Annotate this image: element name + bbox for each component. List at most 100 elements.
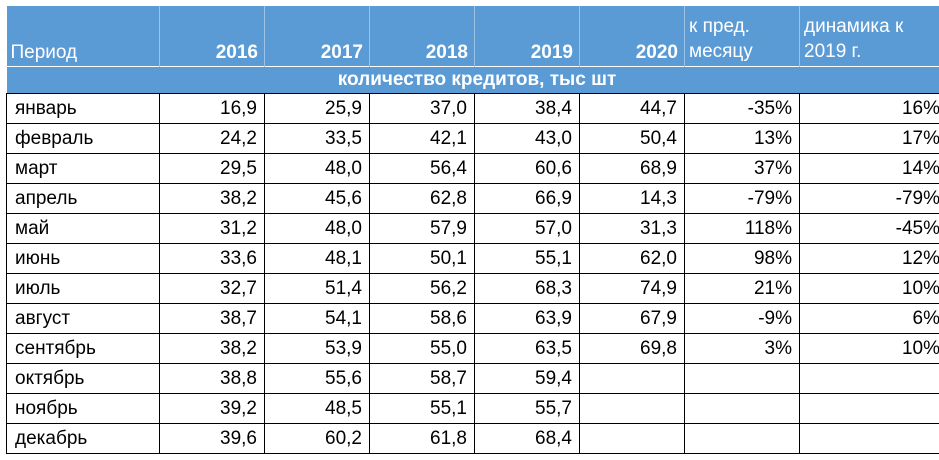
value-2020: 14,3 [579, 183, 685, 214]
header-mom-line2: месяцу [689, 41, 753, 62]
change-prev-month: 13% [684, 123, 800, 154]
value-2019: 38,4 [474, 93, 580, 124]
month-cell: январь [6, 93, 160, 124]
value-2020: 62,0 [579, 243, 685, 274]
value-2018: 50,1 [369, 243, 475, 274]
table-row: август 38,7 54,1 58,6 63,9 67,9 -9% 6% [6, 303, 939, 334]
table-row: октябрь 38,8 55,6 58,7 59,4 [6, 363, 939, 394]
header-mom-line1: к пред. [689, 16, 750, 37]
table-row: июль 32,7 51,4 56,2 68,3 74,9 21% 10% [6, 273, 939, 304]
value-2016: 31,2 [159, 213, 265, 244]
value-2019: 63,9 [474, 303, 580, 334]
change-vs-2019: -79% [799, 183, 939, 214]
change-prev-month: -79% [684, 183, 800, 214]
value-2016: 39,6 [159, 423, 265, 454]
change-vs-2019: 12% [799, 243, 939, 274]
value-2016: 39,2 [159, 393, 265, 424]
value-2019: 60,6 [474, 153, 580, 184]
change-vs-2019 [799, 423, 939, 454]
credits-table: Период 2016 2017 2018 2019 2020 к пред. м… [6, 6, 939, 454]
value-2016: 38,8 [159, 363, 265, 394]
change-prev-month: 118% [684, 213, 800, 244]
value-2017: 48,0 [264, 153, 370, 184]
month-cell: июнь [6, 243, 160, 274]
table-row: сентябрь 38,2 53,9 55,0 63,5 69,8 3% 10% [6, 333, 939, 364]
value-2017: 45,6 [264, 183, 370, 214]
value-2018: 56,4 [369, 153, 475, 184]
value-2019: 68,4 [474, 423, 580, 454]
value-2018: 58,7 [369, 363, 475, 394]
value-2016: 33,6 [159, 243, 265, 274]
value-2020 [579, 393, 685, 424]
value-2017: 48,1 [264, 243, 370, 274]
value-2020 [579, 423, 685, 454]
value-2018: 55,0 [369, 333, 475, 364]
change-prev-month [684, 363, 800, 394]
month-cell: март [6, 153, 160, 184]
value-2018: 55,1 [369, 393, 475, 424]
table-row: декабрь 39,6 60,2 61,8 68,4 [6, 423, 939, 454]
table-row: февраль 24,2 33,5 42,1 43,0 50,4 13% 17% [6, 123, 939, 154]
month-cell: октябрь [6, 363, 160, 394]
month-cell: апрель [6, 183, 160, 214]
value-2020: 44,7 [579, 93, 685, 124]
header-period: Период [6, 6, 160, 67]
value-2018: 57,9 [369, 213, 475, 244]
value-2016: 38,2 [159, 183, 265, 214]
value-2017: 55,6 [264, 363, 370, 394]
change-vs-2019 [799, 363, 939, 394]
value-2017: 33,5 [264, 123, 370, 154]
value-2019: 55,1 [474, 243, 580, 274]
value-2018: 58,6 [369, 303, 475, 334]
table-row: ноябрь 39,2 48,5 55,1 55,7 [6, 393, 939, 424]
value-2018: 61,8 [369, 423, 475, 454]
value-2020: 50,4 [579, 123, 685, 154]
value-2016: 32,7 [159, 273, 265, 304]
value-2018: 42,1 [369, 123, 475, 154]
subheader-title: количество кредитов, тыс шт [6, 66, 939, 94]
month-cell: февраль [6, 123, 160, 154]
change-vs-2019: 10% [799, 333, 939, 364]
value-2019: 59,4 [474, 363, 580, 394]
value-2019: 66,9 [474, 183, 580, 214]
table-row: январь 16,9 25,9 37,0 38,4 44,7 -35% 16% [6, 93, 939, 124]
value-2017: 48,0 [264, 213, 370, 244]
value-2020 [579, 363, 685, 394]
value-2020: 31,3 [579, 213, 685, 244]
table-row: май 31,2 48,0 57,9 57,0 31,3 118% -45% [6, 213, 939, 244]
change-prev-month [684, 393, 800, 424]
header-yoy-line1: динамика к [804, 16, 904, 37]
change-vs-2019: 6% [799, 303, 939, 334]
value-2019: 55,7 [474, 393, 580, 424]
table-body: январь 16,9 25,9 37,0 38,4 44,7 -35% 16% февраль… [6, 93, 939, 454]
value-2019: 68,3 [474, 273, 580, 304]
change-vs-2019: 14% [799, 153, 939, 184]
table-row: июнь 33,6 48,1 50,1 55,1 62,0 98% 12% [6, 243, 939, 274]
month-cell: сентябрь [6, 333, 160, 364]
change-prev-month: 98% [684, 243, 800, 274]
month-cell: декабрь [6, 423, 160, 454]
value-2019: 43,0 [474, 123, 580, 154]
value-2017: 60,2 [264, 423, 370, 454]
value-2017: 48,5 [264, 393, 370, 424]
value-2020: 67,9 [579, 303, 685, 334]
value-2017: 54,1 [264, 303, 370, 334]
value-2018: 62,8 [369, 183, 475, 214]
change-vs-2019: 10% [799, 273, 939, 304]
header-year-2020: 2020 [579, 6, 685, 67]
change-prev-month: -35% [684, 93, 800, 124]
header-year-2019: 2019 [474, 6, 580, 67]
change-vs-2019: 16% [799, 93, 939, 124]
value-2016: 24,2 [159, 123, 265, 154]
value-2017: 51,4 [264, 273, 370, 304]
change-prev-month: -9% [684, 303, 800, 334]
header-yoy-line2: 2019 г. [804, 41, 862, 62]
month-cell: ноябрь [6, 393, 160, 424]
value-2019: 63,5 [474, 333, 580, 364]
value-2016: 16,9 [159, 93, 265, 124]
change-prev-month: 21% [684, 273, 800, 304]
header-year-2016: 2016 [159, 6, 265, 67]
table-row: март 29,5 48,0 56,4 60,6 68,9 37% 14% [6, 153, 939, 184]
value-2020: 68,9 [579, 153, 685, 184]
value-2016: 38,2 [159, 333, 265, 364]
